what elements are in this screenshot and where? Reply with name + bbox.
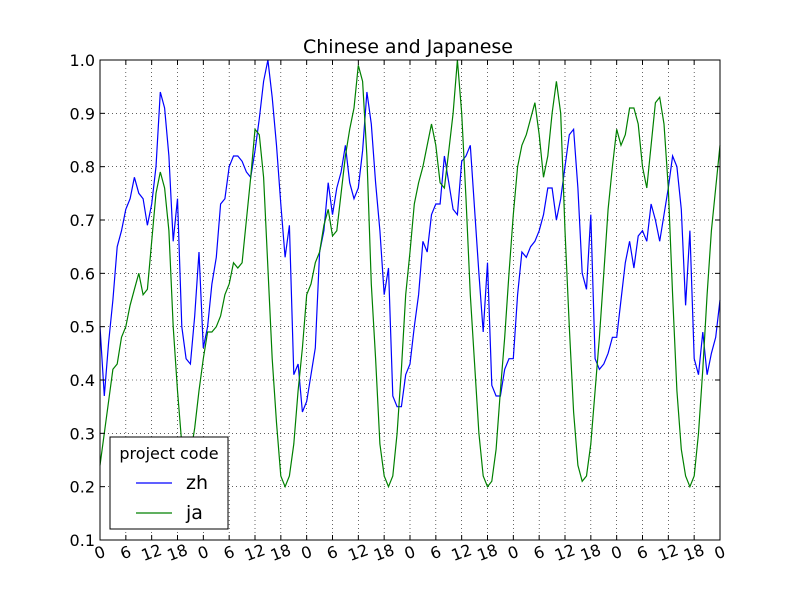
y-tick-label: 0.3 [70, 424, 95, 443]
x-tick-label: 0 [505, 542, 521, 563]
x-tick-label: 0 [402, 542, 418, 563]
x-tick-label: 12 [139, 540, 165, 565]
chart-title: Chinese and Japanese [303, 36, 513, 58]
legend-box [109, 436, 229, 530]
legend-label-zh: zh [186, 472, 208, 494]
x-tick-label: 12 [449, 540, 475, 565]
x-tick-label: 0 [608, 542, 624, 563]
y-tick-label: 0.8 [70, 158, 95, 177]
x-tick-label: 6 [531, 542, 547, 563]
x-tick-label: 0 [195, 542, 211, 563]
x-tick-label: 18 [475, 540, 501, 565]
x-tick-label: 6 [118, 542, 134, 563]
x-tick-label: 18 [681, 540, 707, 565]
legend: project code zh ja [109, 436, 229, 530]
x-tick-label: 6 [324, 542, 340, 563]
x-tick-label: 12 [242, 540, 268, 565]
series-line-zh [99, 59, 721, 413]
x-tick-label: 0 [712, 542, 728, 563]
y-tick-label: 0.7 [70, 211, 95, 230]
legend-label-ja: ja [185, 502, 203, 524]
y-tick-label: 0.5 [70, 318, 95, 337]
y-tick-label: 0.1 [70, 531, 95, 550]
grid [100, 60, 720, 540]
x-tick-label: 0 [92, 542, 108, 563]
series-line-ja [99, 59, 721, 489]
x-tick-label: 12 [345, 540, 371, 565]
legend-title: project code [119, 444, 218, 463]
y-tick-label: 0.6 [70, 264, 95, 283]
x-tick-label: 12 [655, 540, 681, 565]
x-tick-label: 6 [634, 542, 650, 563]
y-tick-label: 0.9 [70, 104, 95, 123]
x-tick-label: 18 [578, 540, 604, 565]
y-tick-label: 0.2 [70, 478, 95, 497]
x-tick-label: 18 [165, 540, 191, 565]
x-tick-label: 6 [428, 542, 444, 563]
x-tick-label: 6 [221, 542, 237, 563]
y-tick-label: 1.0 [70, 51, 95, 70]
y-tick-label: 0.4 [70, 371, 95, 390]
x-tick-label: 0 [298, 542, 314, 563]
series-layer [99, 59, 721, 489]
x-tick-label: 12 [552, 540, 578, 565]
x-tick-label: 18 [371, 540, 397, 565]
x-tick-label: 18 [268, 540, 294, 565]
